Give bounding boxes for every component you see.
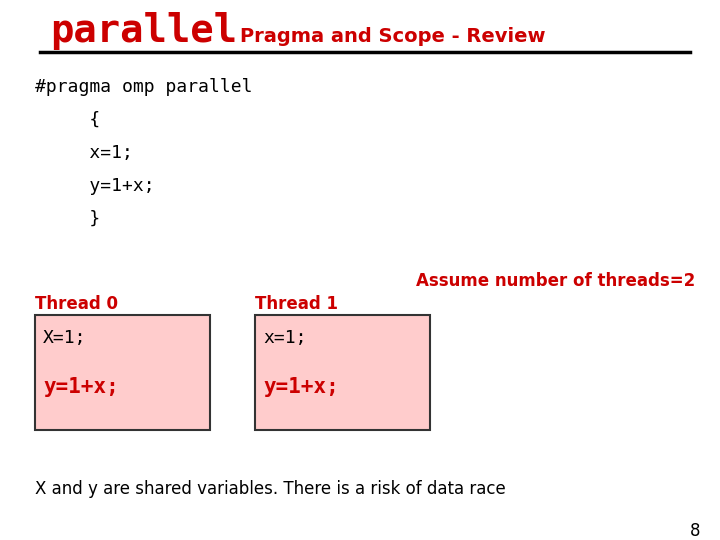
Text: Pragma and Scope - Review: Pragma and Scope - Review (240, 27, 546, 46)
Text: Thread 1: Thread 1 (255, 295, 338, 313)
Text: y=1+x;: y=1+x; (35, 177, 155, 195)
Text: X=1;: X=1; (43, 329, 86, 347)
Text: x=1;: x=1; (35, 144, 133, 162)
FancyBboxPatch shape (35, 315, 210, 430)
Text: Assume number of threads=2: Assume number of threads=2 (415, 272, 695, 290)
Text: x=1;: x=1; (263, 329, 307, 347)
Text: parallel: parallel (50, 12, 237, 50)
FancyBboxPatch shape (255, 315, 430, 430)
Text: }: } (35, 210, 100, 228)
Text: {: { (35, 111, 100, 129)
Text: y=1+x;: y=1+x; (263, 377, 338, 397)
Text: Thread 0: Thread 0 (35, 295, 118, 313)
Text: X and y are shared variables. There is a risk of data race: X and y are shared variables. There is a… (35, 480, 505, 498)
Text: y=1+x;: y=1+x; (43, 377, 119, 397)
Text: 8: 8 (690, 522, 700, 540)
Text: #pragma omp parallel: #pragma omp parallel (35, 78, 253, 96)
